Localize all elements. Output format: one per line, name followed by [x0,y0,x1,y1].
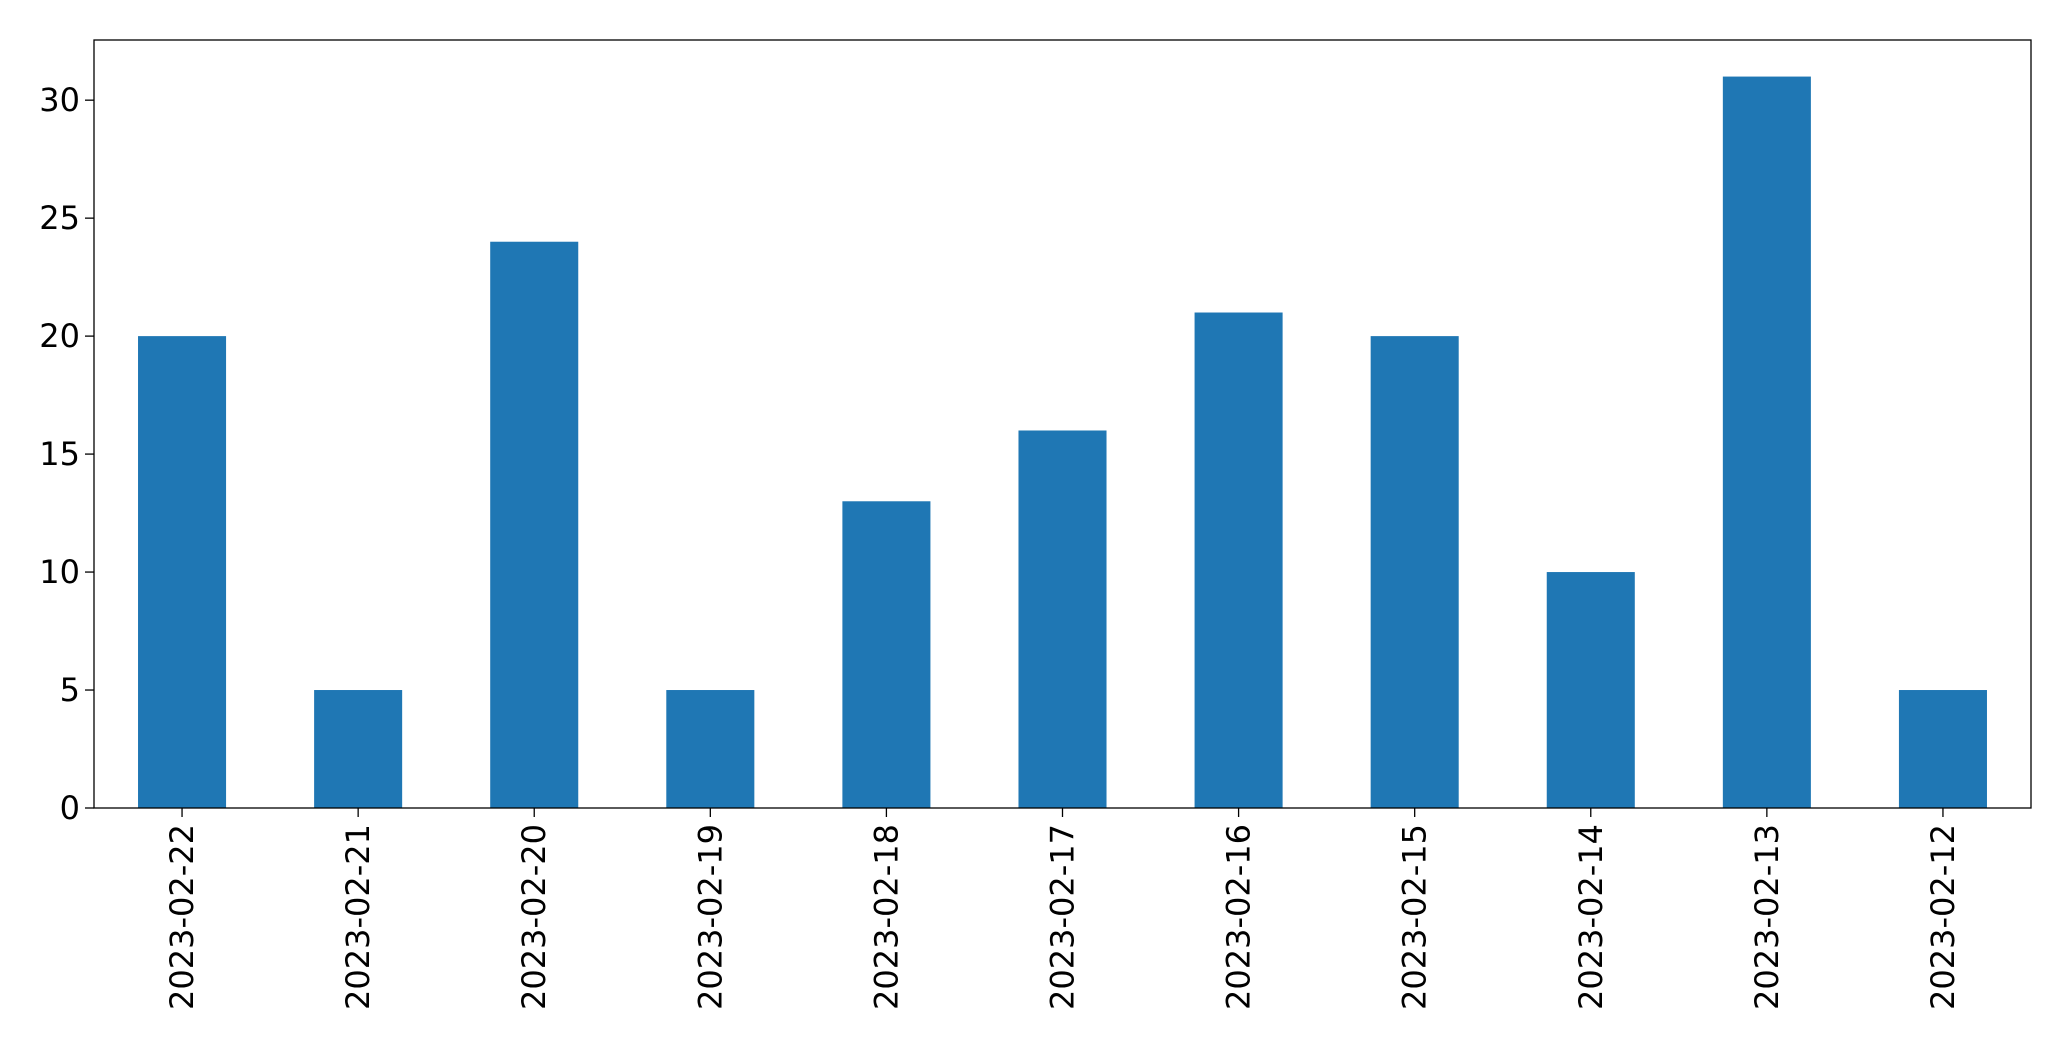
bar [1898,690,1987,808]
y-tick-label: 15 [39,435,80,473]
x-tick-label: 2023-02-17 [1044,824,1082,1010]
y-tick-label: 0 [60,789,80,827]
bar [842,501,931,808]
y-tick-label: 5 [60,671,80,709]
y-tick-label: 25 [39,199,80,237]
x-tick-label: 2023-02-14 [1572,824,1610,1010]
y-tick-label: 20 [39,317,80,355]
bar [138,336,227,808]
bar [1194,312,1283,808]
y-tick-label: 10 [39,553,80,591]
x-tick-label: 2023-02-13 [1748,824,1786,1010]
bar [666,690,755,808]
x-tick-label: 2023-02-21 [339,824,377,1010]
plot-frame [93,39,2032,809]
x-tick-label: 2023-02-15 [1396,824,1434,1010]
bar [1546,572,1635,808]
x-tick-label: 2023-02-19 [691,824,729,1010]
bar [1018,430,1107,808]
bar [490,241,579,808]
x-tick-label: 2023-02-20 [515,824,553,1010]
bar [1370,336,1459,808]
bar [314,690,403,808]
bar [1722,76,1811,809]
x-tick-label: 2023-02-16 [1220,824,1258,1010]
x-tick-label: 2023-02-12 [1924,824,1962,1010]
x-tick-label: 2023-02-18 [867,824,905,1010]
x-tick-label: 2023-02-22 [163,824,201,1010]
y-tick-label: 30 [39,81,80,119]
